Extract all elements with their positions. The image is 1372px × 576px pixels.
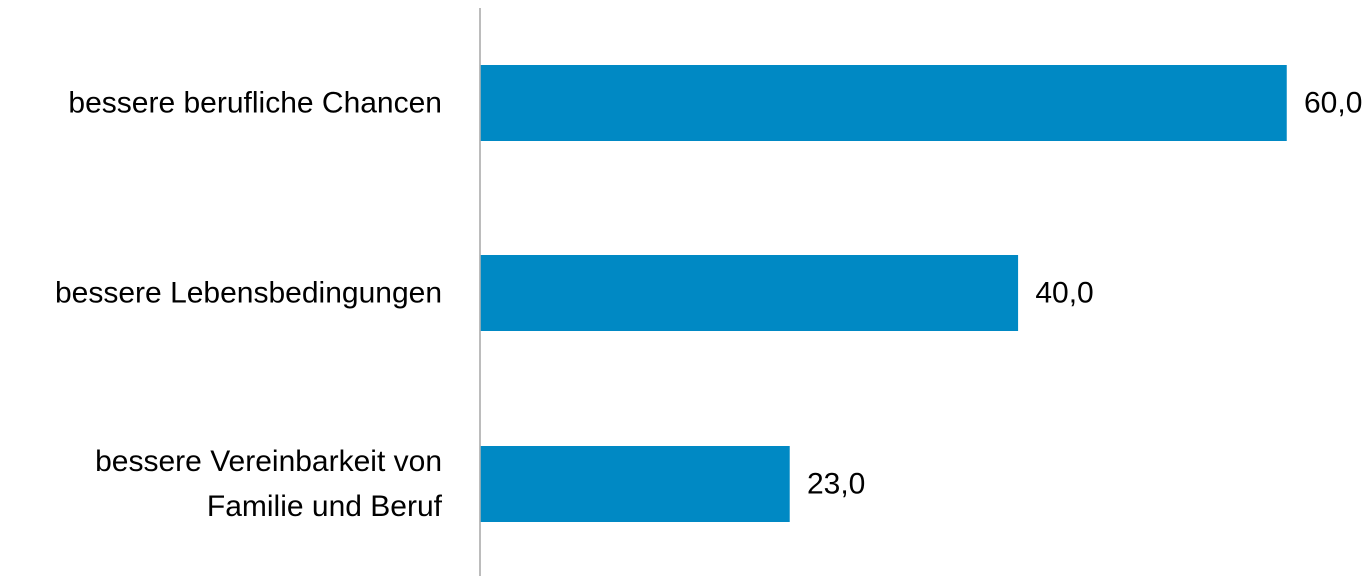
category-label-2-line-0: bessere Vereinbarkeit von: [95, 445, 442, 478]
value-labels: 60,0 40,0 23,0: [807, 87, 1362, 501]
category-labels: bessere berufliche Chancen bessere Lebens…: [55, 87, 443, 524]
value-label-2: 23,0: [807, 468, 865, 501]
category-label-2-line-1: Familie und Beruf: [207, 490, 443, 523]
bar-1: [480, 255, 1019, 331]
value-label-0: 60,0: [1304, 87, 1362, 120]
bar-0: [480, 65, 1287, 141]
value-label-1: 40,0: [1035, 277, 1093, 310]
category-label-0-line-0: bessere berufliche Chancen: [68, 87, 442, 120]
category-label-1-line-0: bessere Lebensbedingungen: [55, 277, 442, 310]
bars-layer: [480, 65, 1287, 522]
bar-2: [480, 446, 790, 522]
